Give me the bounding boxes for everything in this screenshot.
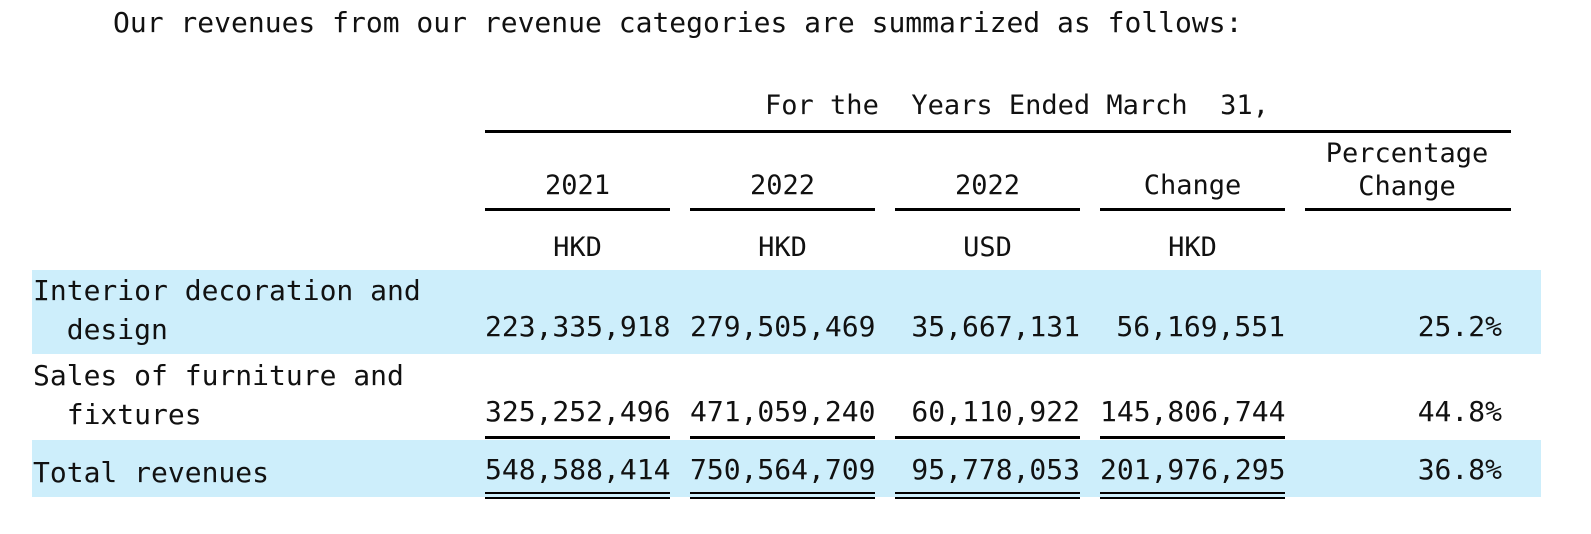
- col-year-2022-usd: 2022: [954, 170, 1021, 201]
- col-year-2021: 2021: [544, 170, 611, 201]
- cell-interior-2021: 223,335,918: [485, 310, 671, 343]
- row-label-interior-line1: Interior decoration and: [33, 274, 421, 307]
- cell-total-2021: 548,588,414: [485, 453, 671, 486]
- currency-4: HKD: [1168, 232, 1217, 263]
- period-rule: [485, 130, 1511, 133]
- cell-total-change: 201,976,295: [1100, 453, 1286, 486]
- cell-interior-change: 56,169,551: [1116, 310, 1285, 343]
- total-double-rule-1a: [485, 492, 670, 494]
- col-year-2022-hkd: 2022: [749, 170, 816, 201]
- cell-interior-2022-hkd: 279,505,469: [690, 310, 876, 343]
- cell-sales-2022-usd: 60,110,922: [911, 395, 1080, 428]
- cell-total-2022-hkd: 750,564,709: [690, 453, 876, 486]
- cell-total-2022-usd: 95,778,053: [911, 453, 1080, 486]
- total-double-rule-4b: [1100, 497, 1285, 499]
- row-label-total: Total revenues: [33, 456, 270, 489]
- currency-1: HKD: [553, 232, 602, 263]
- cell-sales-pct: 44.8%: [1417, 395, 1502, 428]
- cell-sales-change: 145,806,744: [1100, 395, 1286, 428]
- total-double-rule-2a: [690, 492, 875, 494]
- header-rule-1: [485, 208, 670, 211]
- cell-interior-pct: 25.2%: [1417, 310, 1502, 343]
- header-rule-3: [895, 208, 1080, 211]
- subtotal-rule-3: [895, 436, 1080, 439]
- col-change: Change: [1143, 170, 1242, 201]
- row-band-total: [32, 440, 1541, 497]
- total-double-rule-4a: [1100, 492, 1285, 494]
- row-label-sales-line1: Sales of furniture and: [33, 359, 404, 392]
- header-rule-2: [690, 208, 875, 211]
- cell-sales-2022-hkd: 471,059,240: [690, 395, 876, 428]
- intro-text: Our revenues from our revenue categories…: [113, 6, 1243, 39]
- row-band-interior: [32, 270, 1541, 354]
- subtotal-rule-4: [1100, 436, 1285, 439]
- subtotal-rule-2: [690, 436, 875, 439]
- subtotal-rule-1: [485, 436, 670, 439]
- row-label-interior-line2: design: [33, 313, 168, 346]
- period-header: For the Years Ended March 31,: [765, 90, 1269, 121]
- cell-total-pct: 36.8%: [1417, 453, 1502, 486]
- cell-sales-2021: 325,252,496: [485, 395, 671, 428]
- total-double-rule-3b: [895, 497, 1080, 499]
- col-percentage-change: Percentage Change: [1325, 138, 1489, 202]
- cell-interior-2022-usd: 35,667,131: [911, 310, 1080, 343]
- currency-2: HKD: [758, 232, 807, 263]
- total-double-rule-2b: [690, 497, 875, 499]
- currency-3: USD: [963, 232, 1012, 263]
- row-label-sales-line2: fixtures: [33, 398, 202, 431]
- header-rule-5: [1305, 208, 1511, 211]
- total-double-rule-3a: [895, 492, 1080, 494]
- header-rule-4: [1100, 208, 1285, 211]
- total-double-rule-1b: [485, 497, 670, 499]
